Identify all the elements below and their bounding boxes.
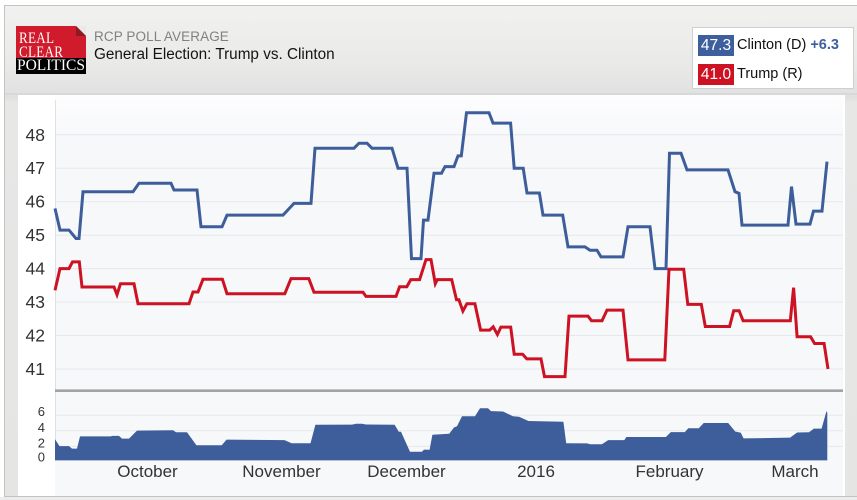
svg-text:42: 42	[26, 326, 45, 346]
svg-text:43: 43	[26, 292, 45, 312]
svg-text:47: 47	[26, 158, 45, 178]
svg-text:2: 2	[38, 435, 45, 450]
svg-text:4: 4	[38, 420, 45, 435]
svg-text:March: March	[771, 462, 818, 481]
svg-text:November: November	[242, 462, 321, 481]
svg-text:44: 44	[26, 259, 46, 279]
svg-text:October: October	[117, 462, 178, 481]
svg-text:45: 45	[26, 225, 45, 245]
svg-text:0: 0	[38, 449, 45, 464]
svg-text:48: 48	[26, 125, 45, 145]
svg-text:2016: 2016	[517, 462, 555, 481]
svg-text:41: 41	[26, 359, 45, 379]
svg-text:December: December	[367, 462, 446, 481]
svg-text:46: 46	[26, 192, 45, 212]
svg-text:February: February	[635, 462, 704, 481]
svg-text:6: 6	[38, 404, 45, 419]
